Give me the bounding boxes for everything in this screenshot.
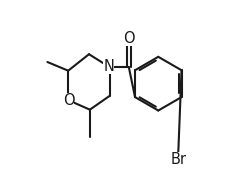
Text: Br: Br — [170, 152, 186, 167]
Text: O: O — [123, 31, 135, 46]
Text: O: O — [63, 93, 74, 108]
Text: N: N — [104, 59, 114, 74]
